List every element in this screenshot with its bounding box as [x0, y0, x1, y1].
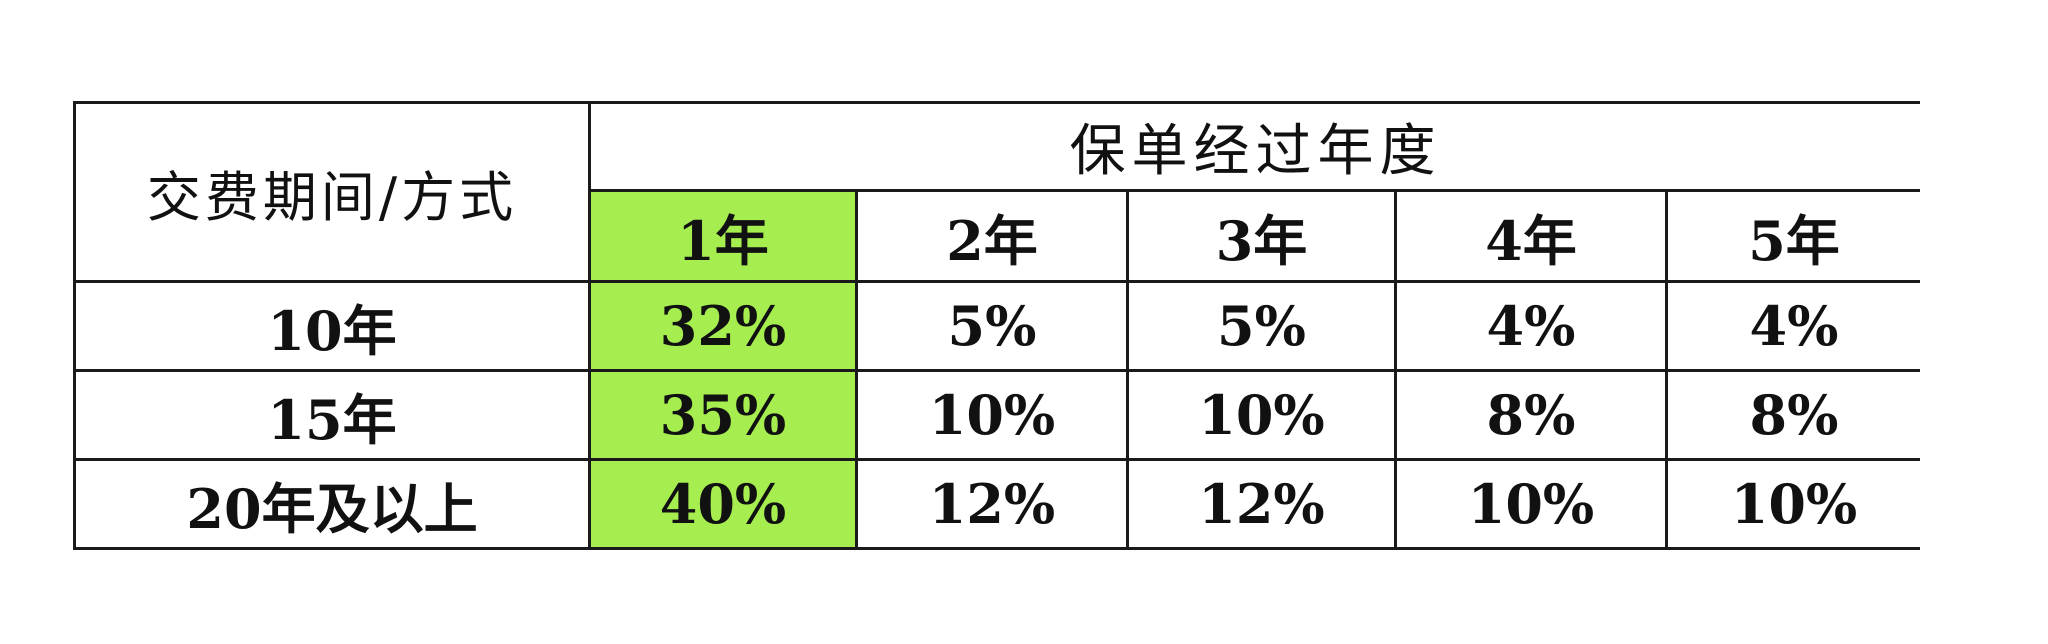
- policy-year-group-header: 保单经过年度: [588, 100, 1920, 193]
- table-cell: 40%: [588, 458, 858, 550]
- table-cell: 10%: [1394, 458, 1668, 550]
- table-cell: 10%: [1126, 369, 1397, 461]
- table-cell: 10%: [855, 369, 1129, 461]
- table-row: 15年 35% 10% 10% 8% 8%: [73, 369, 1920, 461]
- table-row: 20年及以上 40% 12% 12% 10% 10%: [73, 458, 1920, 550]
- row-label-15y: 15年: [73, 369, 591, 461]
- table-cell: 12%: [855, 458, 1129, 550]
- table-cell: 8%: [1394, 369, 1668, 461]
- commission-rate-table: 交费期间/方式 保单经过年度 1年 2年 3年 4年 5年 10年 32% 5%…: [73, 100, 1920, 550]
- table-cell: 35%: [588, 369, 858, 461]
- row-label-10y: 10年: [73, 280, 591, 372]
- year-header-3: 3年: [1126, 189, 1397, 283]
- table-cell: 8%: [1665, 369, 1920, 461]
- table-cell: 32%: [588, 280, 858, 372]
- table-cell: 10%: [1665, 458, 1920, 550]
- row-label-20y-plus: 20年及以上: [73, 458, 591, 550]
- table-cell: 5%: [1126, 280, 1397, 372]
- table-cell: 4%: [1394, 280, 1668, 372]
- table-cell: 12%: [1126, 458, 1397, 550]
- year-header-1: 1年: [588, 189, 858, 283]
- header-row-group: 交费期间/方式 保单经过年度: [73, 100, 1920, 283]
- table-cell: 4%: [1665, 280, 1920, 372]
- year-header-2: 2年: [855, 189, 1129, 283]
- year-header-4: 4年: [1394, 189, 1668, 283]
- year-header-5: 5年: [1665, 189, 1920, 283]
- payment-period-header: 交费期间/方式: [73, 101, 591, 283]
- table-cell: 5%: [855, 280, 1129, 372]
- header-row-years: 1年 2年 3年 4年 5年: [75, 189, 1920, 283]
- table-row: 10年 32% 5% 5% 4% 4%: [73, 280, 1920, 372]
